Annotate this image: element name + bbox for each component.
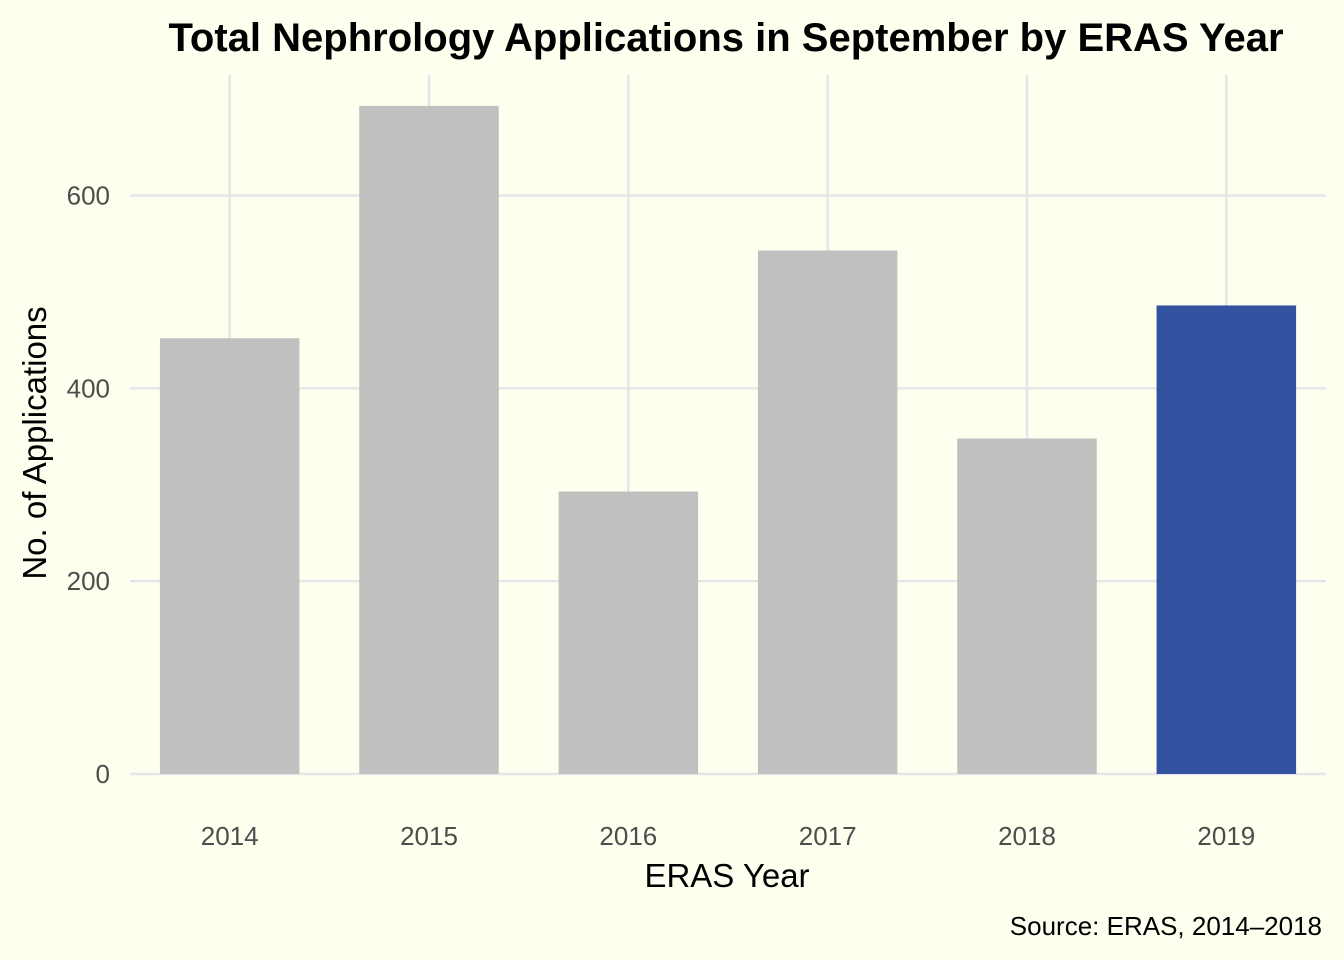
chart-caption: Source: ERAS, 2014–2018 — [1010, 911, 1322, 941]
bar-2014 — [159, 338, 300, 774]
y-tick-label: 600 — [67, 181, 110, 211]
grid-layer — [130, 75, 1326, 776]
y-tick-label: 0 — [96, 759, 110, 789]
x-tick-label: 2019 — [1197, 821, 1255, 851]
y-axis-title: No. of Applications — [16, 306, 53, 579]
tick-layer: 0 200 400 600 2014 2015 2016 2017 2018 2019 — [67, 181, 1256, 851]
x-tick-label: 2016 — [599, 821, 657, 851]
y-tick-label: 200 — [67, 566, 110, 596]
bar-2015 — [359, 105, 499, 774]
bar-2017 — [757, 250, 898, 775]
x-tick-label: 2018 — [998, 821, 1056, 851]
bar-2019 — [1156, 305, 1297, 774]
y-tick-label: 400 — [67, 373, 110, 403]
bar-layer — [159, 105, 1297, 775]
x-tick-label: 2017 — [799, 821, 857, 851]
x-axis-title: ERAS Year — [644, 857, 809, 894]
bar-2018 — [957, 438, 1097, 774]
chart-title: Total Nephrology Applications in Septemb… — [168, 16, 1283, 60]
x-tick-label: 2015 — [400, 821, 458, 851]
x-tick-label: 2014 — [201, 821, 259, 851]
bar-2016 — [558, 491, 699, 774]
